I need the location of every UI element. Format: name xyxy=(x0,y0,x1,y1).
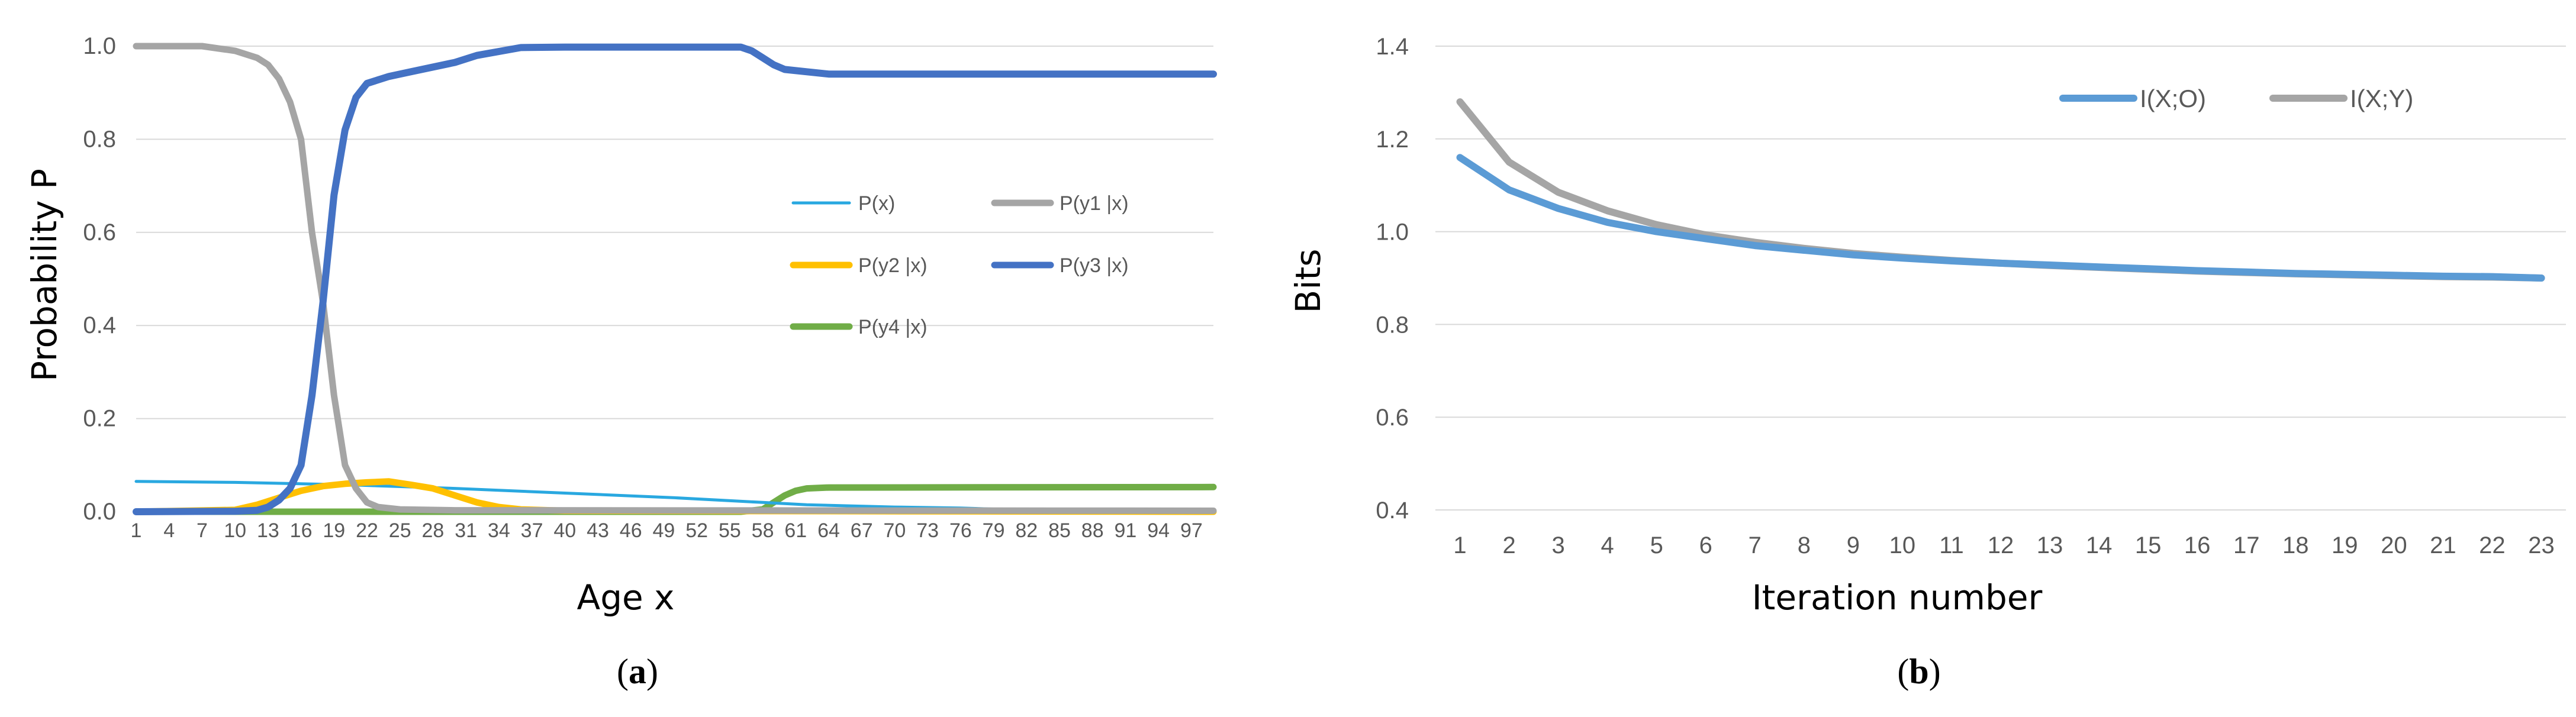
chart-a-x-tick-label: 55 xyxy=(719,519,741,542)
chart-a-y-tick-label: 0.2 xyxy=(83,406,116,432)
chart-b-x-tick-label: 2 xyxy=(1502,532,1515,558)
chart-a-x-tick-label: 76 xyxy=(949,519,972,542)
chart-b-x-tick-label: 4 xyxy=(1601,532,1614,558)
chart-b-x-tick-label: 23 xyxy=(2528,532,2555,558)
chart-a-y-tick-label: 0.4 xyxy=(83,312,116,338)
chart-a-x-tick-label: 13 xyxy=(257,519,279,542)
chart-b-x-tick-label: 13 xyxy=(2037,532,2063,558)
chart-a-x-tick-label: 25 xyxy=(389,519,411,542)
chart-a-x-tick-label: 58 xyxy=(752,519,774,542)
chart-a-panel-label: (a) xyxy=(617,652,658,691)
chart-a-legend-label: P(y4 |x) xyxy=(858,316,928,338)
chart-b-legend-label: I(X;O) xyxy=(2140,85,2206,112)
chart-b-x-tick-label: 16 xyxy=(2184,532,2211,558)
chart-a-x-tick-label: 10 xyxy=(224,519,246,542)
chart-a-y-ticks: 0.0 0.2 0.4 0.6 0.8 1.0 xyxy=(83,33,116,525)
chart-b-x-tick-label: 1 xyxy=(1453,532,1466,558)
chart-b-x-tick-label: 21 xyxy=(2430,532,2456,558)
chart-a-x-tick-label: 70 xyxy=(884,519,906,542)
chart-b-x-axis-title: Iteration number xyxy=(1752,577,2043,618)
chart-a-y-tick-label: 1.0 xyxy=(83,33,116,59)
chart-a-x-tick-label: 34 xyxy=(488,519,510,542)
chart-a-x-tick-label: 43 xyxy=(587,519,609,542)
chart-b-y-axis-title: Bits xyxy=(1288,249,1328,314)
chart-b-x-tick-label: 18 xyxy=(2282,532,2309,558)
chart-a-gridlines xyxy=(136,46,1213,512)
chart-a-x-ticks: 1 4 7 10 13 16 19 22 25 28 31 34 37 40 43 46 49 52 55 58 61 6… xyxy=(131,519,1203,542)
chart-a-y-tick-label: 0.0 xyxy=(83,499,116,525)
chart-a-x-tick-label: 7 xyxy=(197,519,208,542)
chart-b-x-tick-label: 9 xyxy=(1847,532,1860,558)
chart-b-y-ticks: 0.4 0.6 0.8 1.0 1.2 1.4 xyxy=(1376,34,1409,524)
chart-a: 0.0 0.2 0.4 0.6 0.8 1.0 1 4 7 10 13 16 19 22 25 28 31 34… xyxy=(24,33,1217,691)
chart-a-x-tick-label: 61 xyxy=(784,519,807,542)
chart-b: 0.40.60.81.01.21.4 1 2 3 4 5 6 7 8 9 10 11 12 13 14 15… xyxy=(1288,34,2566,691)
chart-a-x-tick-label: 91 xyxy=(1115,519,1137,542)
chart-b-panel-label: (b) xyxy=(1897,652,1940,691)
chart-a-x-tick-label: 28 xyxy=(422,519,445,542)
chart-a-x-tick-label: 88 xyxy=(1081,519,1104,542)
chart-b-y-tick-label: 0.4 xyxy=(1376,498,1409,524)
chart-b-y-tick-label: 1.0 xyxy=(1376,219,1409,246)
chart-a-y-axis-title: Probability P xyxy=(24,169,65,382)
chart-a-x-tick-label: 67 xyxy=(851,519,873,542)
chart-a-legend-label: P(y2 |x) xyxy=(858,254,928,277)
chart-a-x-tick-label: 4 xyxy=(163,519,175,542)
chart-b-x-tick-label: 10 xyxy=(1889,532,1916,558)
chart-a-x-tick-label: 49 xyxy=(653,519,675,542)
chart-b-x-tick-label: 5 xyxy=(1650,532,1663,558)
chart-b-x-tick-label: 6 xyxy=(1699,532,1712,558)
chart-b-gridlines xyxy=(1435,46,2566,511)
chart-b-series-line-1 xyxy=(1456,98,2545,282)
chart-b-legend: I(X;O) I(X;Y) xyxy=(2059,85,2413,112)
chart-a-x-tick-label: 94 xyxy=(1147,519,1170,542)
chart-b-y-tick-label: 0.8 xyxy=(1376,312,1409,338)
chart-a-x-tick-label: 85 xyxy=(1048,519,1071,542)
chart-a-x-tick-label: 73 xyxy=(916,519,939,542)
chart-a-x-axis-title: Age x xyxy=(577,577,675,618)
chart-b-x-tick-label: 7 xyxy=(1749,532,1762,558)
chart-b-y-tick-label: 0.6 xyxy=(1376,405,1409,431)
chart-a-series-line-3 xyxy=(133,43,1217,515)
chart-a-x-tick-label: 16 xyxy=(290,519,313,542)
chart-a-x-tick-label: 31 xyxy=(455,519,477,542)
chart-a-legend-label: P(y1 |x) xyxy=(1060,192,1129,215)
chart-b-series xyxy=(1456,98,2545,282)
chart-a-x-tick-label: 22 xyxy=(356,519,378,542)
chart-a-legend-label: P(y3 |x) xyxy=(1060,254,1129,277)
chart-b-y-tick-label: 1.2 xyxy=(1376,127,1409,153)
chart-a-series-line-1 xyxy=(133,43,1217,514)
chart-a-x-tick-label: 19 xyxy=(323,519,345,542)
chart-b-x-tick-label: 8 xyxy=(1798,532,1811,558)
chart-b-x-tick-label: 15 xyxy=(2135,532,2162,558)
chart-b-x-tick-label: 22 xyxy=(2479,532,2506,558)
chart-a-legend-label: P(x) xyxy=(858,192,895,215)
chart-a-series xyxy=(133,43,1217,515)
chart-a-x-tick-label: 82 xyxy=(1015,519,1038,542)
chart-a-legend: P(x) P(y1 |x) P(y2 |x) P(y3 |x) P(y4 |x) xyxy=(790,192,1129,338)
chart-a-y-tick-label: 0.8 xyxy=(83,126,116,152)
chart-b-x-ticks: 1 2 3 4 5 6 7 8 9 10 11 12 13 14 15 16 17 18 19 20 21 22 23 xyxy=(1453,532,2554,558)
chart-b-x-tick-label: 3 xyxy=(1551,532,1564,558)
chart-b-y-tick-label: 1.4 xyxy=(1376,34,1409,60)
chart-b-series-line-0 xyxy=(1456,154,2545,282)
chart-b-x-tick-label: 14 xyxy=(2086,532,2113,558)
chart-a-x-tick-label: 97 xyxy=(1180,519,1203,542)
chart-b-x-tick-label: 17 xyxy=(2233,532,2260,558)
chart-a-x-tick-label: 40 xyxy=(553,519,576,542)
chart-a-y-tick-label: 0.6 xyxy=(83,219,116,246)
chart-a-x-tick-label: 52 xyxy=(685,519,708,542)
chart-b-x-tick-label: 12 xyxy=(1988,532,2014,558)
chart-a-x-tick-label: 46 xyxy=(620,519,642,542)
chart-b-x-tick-label: 20 xyxy=(2381,532,2407,558)
chart-a-x-tick-label: 79 xyxy=(983,519,1005,542)
chart-a-x-tick-label: 1 xyxy=(131,519,142,542)
chart-a-x-tick-label: 64 xyxy=(817,519,840,542)
chart-b-x-tick-label: 19 xyxy=(2332,532,2358,558)
chart-a-x-tick-label: 37 xyxy=(521,519,543,542)
chart-b-legend-label: I(X;Y) xyxy=(2350,85,2413,112)
chart-b-x-tick-label: 11 xyxy=(1939,532,1964,558)
